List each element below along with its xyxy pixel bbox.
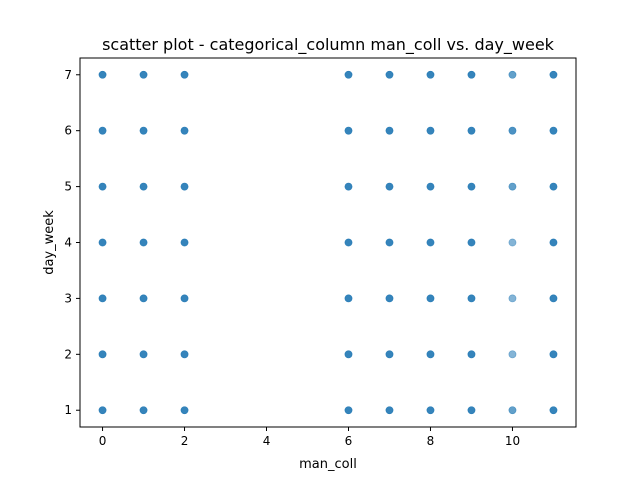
data-point bbox=[139, 70, 148, 79]
data-point bbox=[98, 350, 107, 359]
chart-title: scatter plot - categorical_column man_co… bbox=[102, 35, 555, 55]
data-point bbox=[426, 238, 435, 247]
data-point bbox=[180, 294, 189, 303]
y-axis-label: day_week bbox=[42, 210, 57, 275]
data-point bbox=[549, 70, 558, 79]
data-point bbox=[180, 406, 189, 415]
data-point bbox=[508, 294, 517, 303]
plot-frame bbox=[79, 57, 577, 428]
data-point bbox=[98, 294, 107, 303]
y-tick-label: 6 bbox=[64, 124, 72, 138]
data-point bbox=[139, 294, 148, 303]
y-tick-label: 5 bbox=[64, 180, 72, 194]
data-point bbox=[98, 182, 107, 191]
data-point bbox=[139, 238, 148, 247]
y-axis-ticks: 1 2 3 4 5 6 7 bbox=[64, 68, 80, 417]
data-point bbox=[385, 350, 394, 359]
data-point bbox=[508, 406, 517, 415]
data-point bbox=[139, 350, 148, 359]
data-point bbox=[549, 350, 558, 359]
x-tick-label: 4 bbox=[263, 434, 271, 448]
data-point bbox=[385, 238, 394, 247]
data-points bbox=[98, 70, 558, 415]
data-point bbox=[180, 126, 189, 135]
y-tick-label: 2 bbox=[64, 347, 72, 361]
data-point bbox=[98, 70, 107, 79]
data-point bbox=[549, 238, 558, 247]
data-point bbox=[180, 350, 189, 359]
data-point bbox=[426, 350, 435, 359]
data-point bbox=[426, 126, 435, 135]
data-point bbox=[426, 294, 435, 303]
data-point bbox=[467, 70, 476, 79]
data-point bbox=[508, 182, 517, 191]
data-point bbox=[98, 126, 107, 135]
data-point bbox=[385, 182, 394, 191]
data-point bbox=[467, 126, 476, 135]
data-point bbox=[344, 182, 353, 191]
data-point bbox=[508, 126, 517, 135]
data-point bbox=[467, 406, 476, 415]
data-point bbox=[344, 238, 353, 247]
data-point bbox=[385, 294, 394, 303]
data-point bbox=[426, 182, 435, 191]
y-tick-label: 3 bbox=[64, 291, 72, 305]
data-point bbox=[508, 238, 517, 247]
data-point bbox=[467, 238, 476, 247]
x-axis-label: man_coll bbox=[299, 457, 357, 472]
data-point bbox=[467, 294, 476, 303]
data-point bbox=[344, 294, 353, 303]
data-point bbox=[467, 182, 476, 191]
data-point bbox=[344, 70, 353, 79]
x-tick-label: 0 bbox=[99, 434, 107, 448]
data-point bbox=[139, 182, 148, 191]
data-point bbox=[549, 182, 558, 191]
data-point bbox=[549, 126, 558, 135]
y-tick-label: 4 bbox=[64, 236, 72, 250]
x-tick-label: 6 bbox=[345, 434, 353, 448]
x-tick-label: 10 bbox=[505, 434, 520, 448]
data-point bbox=[344, 406, 353, 415]
data-point bbox=[508, 70, 517, 79]
data-point bbox=[344, 350, 353, 359]
data-point bbox=[139, 406, 148, 415]
data-point bbox=[426, 406, 435, 415]
x-tick-label: 2 bbox=[181, 434, 189, 448]
data-point bbox=[385, 70, 394, 79]
data-point bbox=[344, 126, 353, 135]
y-tick-label: 1 bbox=[64, 403, 72, 417]
data-point bbox=[139, 126, 148, 135]
data-point bbox=[98, 406, 107, 415]
data-point bbox=[180, 70, 189, 79]
x-tick-label: 8 bbox=[427, 434, 435, 448]
data-point bbox=[508, 350, 517, 359]
data-point bbox=[426, 70, 435, 79]
data-point bbox=[180, 182, 189, 191]
data-point bbox=[385, 406, 394, 415]
data-point bbox=[549, 406, 558, 415]
data-point bbox=[549, 294, 558, 303]
data-point bbox=[180, 238, 189, 247]
x-axis-ticks: 0 2 4 6 8 10 bbox=[99, 427, 520, 448]
y-tick-label: 7 bbox=[64, 68, 72, 82]
data-point bbox=[467, 350, 476, 359]
data-point bbox=[98, 238, 107, 247]
data-point bbox=[385, 126, 394, 135]
